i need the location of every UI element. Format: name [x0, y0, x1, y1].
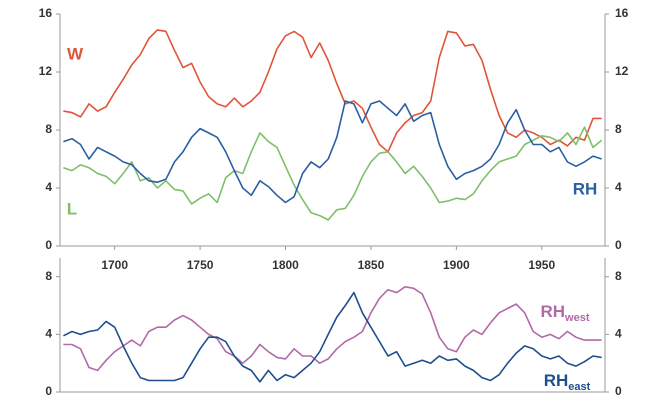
- y-tick-label: 0: [45, 384, 52, 398]
- x-tick-label: 1750: [187, 258, 214, 272]
- series-line: [63, 126, 603, 221]
- series-label: RH: [573, 179, 598, 198]
- series-label: L: [67, 199, 77, 218]
- series-line: [63, 29, 602, 153]
- x-tick-label: 1700: [101, 258, 128, 272]
- x-tick-label: 1900: [443, 258, 470, 272]
- y-tick-label: 8: [45, 269, 52, 283]
- series-label: RHeast: [544, 371, 591, 392]
- series-line: [63, 100, 602, 204]
- y-tick-label: 4: [45, 180, 52, 194]
- y-tick-label: 12: [615, 64, 629, 78]
- x-tick-label: 1800: [272, 258, 299, 272]
- y-tick-label: 0: [615, 238, 622, 252]
- series-line: [63, 286, 602, 372]
- series-label: W: [67, 44, 84, 63]
- y-tick-label: 4: [615, 327, 622, 341]
- y-tick-label: 8: [615, 269, 622, 283]
- series-label: RHwest: [540, 302, 589, 323]
- y-tick-label: 0: [45, 238, 52, 252]
- y-tick-label: 16: [615, 6, 629, 20]
- x-tick-label: 1850: [358, 258, 385, 272]
- y-tick-label: 12: [39, 64, 53, 78]
- y-tick-label: 8: [45, 122, 52, 136]
- series-line: [63, 291, 602, 383]
- y-tick-label: 8: [615, 122, 622, 136]
- x-tick-label: 1950: [528, 258, 555, 272]
- y-tick-label: 0: [615, 384, 622, 398]
- y-tick-label: 4: [45, 327, 52, 341]
- y-tick-label: 16: [39, 6, 53, 20]
- y-tick-label: 4: [615, 180, 622, 194]
